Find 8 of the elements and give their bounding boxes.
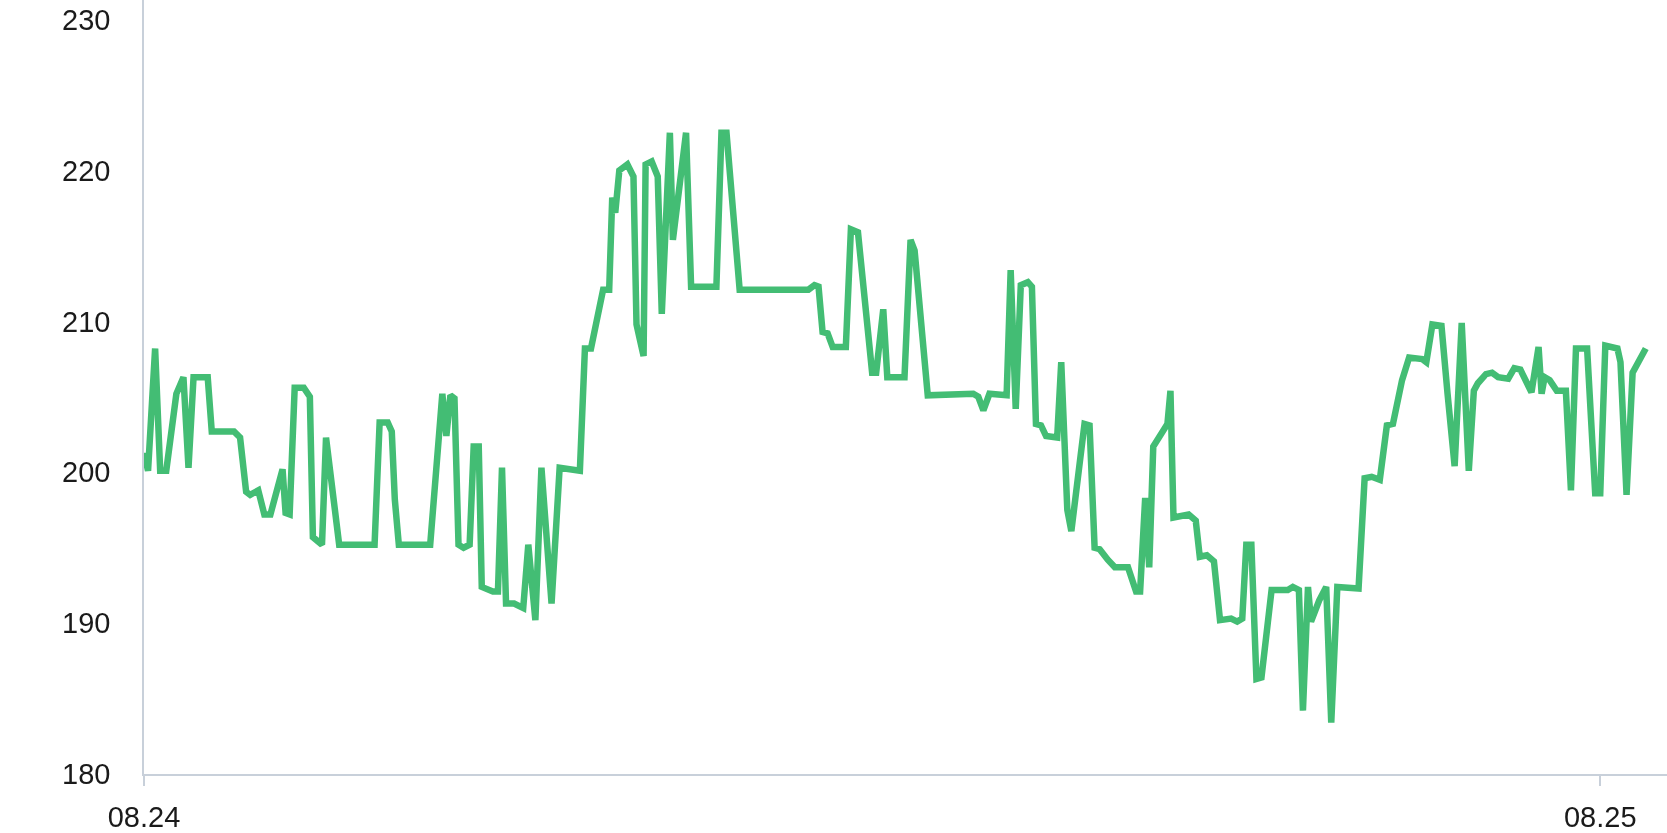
y-tick-label: 220 — [62, 154, 111, 187]
y-tick-label: 190 — [62, 607, 111, 640]
x-tick-label: 08.24 — [107, 800, 181, 833]
x-tick-label: 08.25 — [1563, 800, 1637, 833]
y-tick-label: 230 — [62, 3, 111, 36]
y-tick-label: 180 — [62, 758, 111, 791]
y-tick-label: 210 — [62, 305, 111, 338]
y-tick-label: 200 — [62, 456, 111, 489]
